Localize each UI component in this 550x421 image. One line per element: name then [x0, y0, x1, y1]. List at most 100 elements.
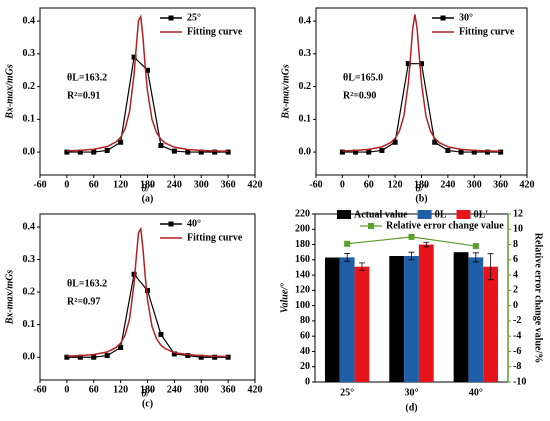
point [379, 147, 385, 153]
point [145, 287, 150, 293]
y-tick-label: 0.0 [299, 146, 312, 157]
y-axis-label: Bx-max/mGs [4, 270, 15, 326]
point [408, 233, 415, 240]
x-tick-label: 360 [221, 384, 236, 395]
y-tick-label: 20 [300, 361, 310, 372]
point [344, 240, 351, 247]
x-tick-label: 300 [194, 179, 209, 190]
y-tick-label: 60 [300, 330, 310, 341]
point [158, 143, 164, 149]
x-tick-label: 120 [388, 179, 403, 190]
y-tick-label: 0.0 [23, 146, 36, 157]
y-tick-label: 0.4 [23, 15, 36, 26]
point [185, 149, 191, 155]
y2-tick-label: 6 [513, 254, 518, 265]
y-tick-label: 100 [295, 300, 310, 311]
point [445, 147, 451, 153]
annotation: R²=0.90 [343, 90, 376, 101]
x-tick-label: -60 [33, 384, 46, 395]
point [185, 353, 191, 359]
legend-label: 30° [459, 12, 473, 23]
y-tick-label: 0.3 [299, 48, 312, 59]
error-bar [472, 252, 479, 263]
legend-label: θL [435, 209, 447, 220]
y-tick-label: 0.4 [23, 221, 36, 232]
point [225, 354, 231, 360]
x-tick-label: -60 [33, 179, 46, 190]
y2-tick-label: -4 [513, 330, 521, 341]
legend-marker [168, 15, 174, 21]
legend-label: Actual value [354, 209, 408, 220]
point [212, 149, 218, 155]
x-tick-label: 180 [140, 179, 155, 190]
y-tick-label: 0.1 [23, 114, 36, 125]
legend-marker [440, 15, 446, 21]
point [212, 354, 218, 360]
point [118, 139, 124, 145]
point [91, 354, 97, 360]
bar [354, 266, 370, 382]
point [472, 243, 479, 250]
y-tick-label: 0.1 [23, 319, 36, 330]
y-tick-label: 220 [295, 208, 310, 219]
legend-label: θL′ [474, 209, 489, 220]
x-tick-label: 300 [467, 179, 482, 190]
y-axis-label: Bx-max/mGs [4, 64, 15, 120]
legend-label: Fitting curve [459, 26, 515, 37]
y-tick-label: 0.0 [23, 352, 36, 363]
x-tick-label: 0 [64, 179, 69, 190]
point [91, 149, 97, 155]
y-tick-label: 120 [295, 285, 310, 296]
y2-tick-label: 2 [513, 285, 518, 296]
legend-swatch [456, 210, 471, 219]
bar [468, 257, 484, 382]
x-tick-label: 120 [113, 384, 128, 395]
legend-label: 25° [187, 12, 201, 23]
x-tick-label: -60 [309, 179, 322, 190]
x-axis-label: θ/° [142, 183, 154, 194]
point [432, 139, 438, 145]
bar [453, 252, 469, 382]
x-tick-label: 240 [167, 179, 182, 190]
x-tick-label: 60 [89, 179, 99, 190]
y-tick-label: 140 [295, 269, 310, 280]
point [171, 148, 177, 154]
annotation: θL=165.0 [343, 72, 383, 83]
point [484, 149, 490, 155]
point [104, 147, 110, 153]
y2-tick-label: -6 [513, 346, 521, 357]
x-tick-label: 60 [89, 384, 99, 395]
y-tick-label: 200 [295, 224, 310, 235]
y2-tick-label: -8 [513, 361, 521, 372]
legend-marker [368, 223, 374, 229]
y-tick-label: 0.2 [299, 81, 312, 92]
x-tick-label: 420 [248, 384, 263, 395]
y2-tick-label: 0 [513, 300, 518, 311]
point [198, 354, 204, 360]
error-bar [487, 253, 494, 281]
annotation: R²=0.97 [67, 296, 100, 307]
error-bar [344, 253, 351, 262]
y-tick-label: 40 [300, 346, 310, 357]
point [498, 149, 504, 155]
bar [339, 257, 355, 382]
x-tick-label: 360 [221, 179, 236, 190]
bar [404, 256, 419, 382]
series-line [342, 14, 501, 153]
x-tick-label: 360 [493, 179, 508, 190]
y2-tick-label: 10 [513, 224, 523, 235]
annotation: R²=0.91 [67, 90, 100, 101]
x-axis-label: θ/° [416, 183, 428, 194]
point [104, 353, 110, 359]
y-tick-label: 0.3 [23, 48, 36, 59]
x-tick-label: 420 [520, 179, 535, 190]
point [366, 149, 372, 155]
caption: (b) [415, 193, 427, 204]
caption: (d) [405, 402, 417, 413]
y2-axis-label: Relative error change value/% [533, 233, 544, 363]
point [158, 331, 164, 337]
legend-label: Fitting curve [187, 232, 243, 243]
point [353, 149, 359, 155]
y-tick-label: 0 [305, 376, 310, 387]
legend-label: 40° [187, 218, 201, 229]
